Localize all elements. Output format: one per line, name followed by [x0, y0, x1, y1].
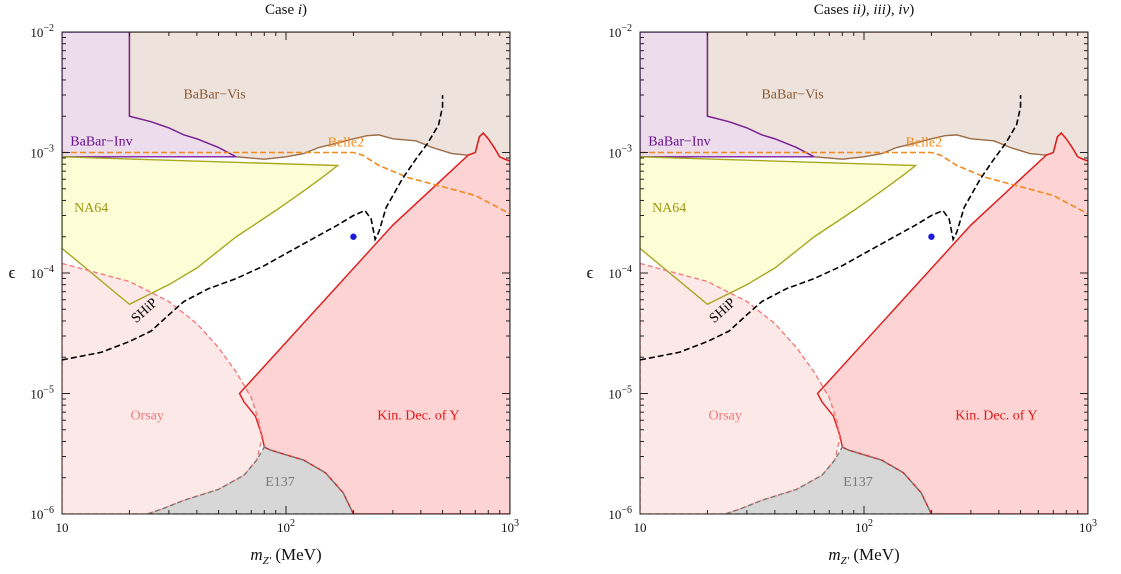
x-tick-label: 10 [56, 520, 69, 535]
x-axis-label: mZ' (MeV) [828, 545, 899, 567]
region-e137 [147, 446, 354, 514]
label-orsay: Orsay [130, 408, 163, 423]
y-tick-label: 10−5 [608, 385, 632, 402]
x-tick-label: 10 [634, 520, 647, 535]
label-na64: NA64 [652, 201, 686, 216]
label-na64: NA64 [74, 201, 108, 216]
y-tick-label: 10−5 [30, 385, 54, 402]
label-babar-inv: BaBar−Inv [648, 135, 710, 150]
region-boundary-kin-dec-of-y [816, 132, 1088, 514]
x-tick-label: 103 [501, 518, 519, 535]
region-boundary-na64 [62, 156, 340, 306]
label-e137: E137 [843, 475, 873, 490]
label-belle2: Belle2 [328, 136, 365, 151]
label-babar-inv: BaBar−Inv [70, 135, 132, 150]
chart-title: Case i) [265, 2, 307, 18]
region-kin-dec-of-y [239, 133, 510, 514]
region-babar-vis [129, 32, 510, 162]
chart-title: Cases ii), iii), iv) [814, 2, 914, 18]
series-line-belle2 [62, 151, 510, 215]
chart-panel-cases-ii-iii-iv: BaBar−Vis BaBar−Inv NA64 Kin. Dec. of Y Orsa… [587, 2, 1097, 567]
y-axis-label: ϵ [9, 263, 16, 282]
y-tick-label: 10−6 [30, 505, 54, 522]
y-axis-label: ϵ [587, 263, 594, 282]
region-na64 [640, 156, 916, 305]
region-boundary-e137 [724, 446, 933, 514]
x-tick-label: 102 [855, 518, 873, 535]
region-boundary-e137 [146, 446, 355, 514]
benchmark-point [928, 233, 935, 240]
label-belle2: Belle2 [906, 136, 943, 151]
region-e137 [725, 446, 932, 514]
y-tick-label: 10−3 [30, 144, 54, 161]
x-tick-label: 103 [1079, 518, 1097, 535]
region-boundary-babar-inv [640, 32, 815, 158]
label-babar-vis: BaBar−Vis [761, 88, 823, 103]
label-e137: E137 [265, 475, 295, 490]
chart-panel-case-i: BaBar−Vis BaBar−Inv NA64 Kin. Dec. of Y Orsa… [9, 2, 519, 567]
plot-area [62, 32, 510, 514]
region-boundary-na64 [640, 156, 918, 306]
region-orsay [640, 263, 840, 514]
region-babar-inv [62, 32, 237, 157]
x-axis-label: mZ' (MeV) [250, 545, 321, 567]
label-orsay: Orsay [708, 408, 741, 423]
series-line-belle2 [640, 151, 1088, 215]
benchmark-point [350, 233, 357, 240]
plot-area [640, 32, 1088, 514]
label-kin-dec-of-y: Kin. Dec. of Y [955, 408, 1037, 423]
region-babar-vis [707, 32, 1088, 162]
y-tick-label: 10−2 [30, 23, 54, 40]
label-kin-dec-of-y: Kin. Dec. of Y [377, 408, 459, 423]
region-boundary-babar-inv [62, 32, 237, 158]
x-tick-label: 102 [277, 518, 295, 535]
series-line-ship [62, 95, 444, 361]
region-orsay [62, 263, 262, 514]
y-tick-label: 10−4 [30, 264, 54, 281]
label-babar-vis: BaBar−Vis [183, 88, 245, 103]
y-tick-label: 10−3 [608, 144, 632, 161]
region-babar-inv [640, 32, 815, 157]
region-boundary-kin-dec-of-y [238, 132, 510, 514]
y-tick-label: 10−2 [608, 23, 632, 40]
y-tick-label: 10−4 [608, 264, 632, 281]
region-kin-dec-of-y [817, 133, 1088, 514]
series-line-ship [640, 95, 1022, 361]
y-tick-label: 10−6 [608, 505, 632, 522]
region-na64 [62, 156, 338, 305]
